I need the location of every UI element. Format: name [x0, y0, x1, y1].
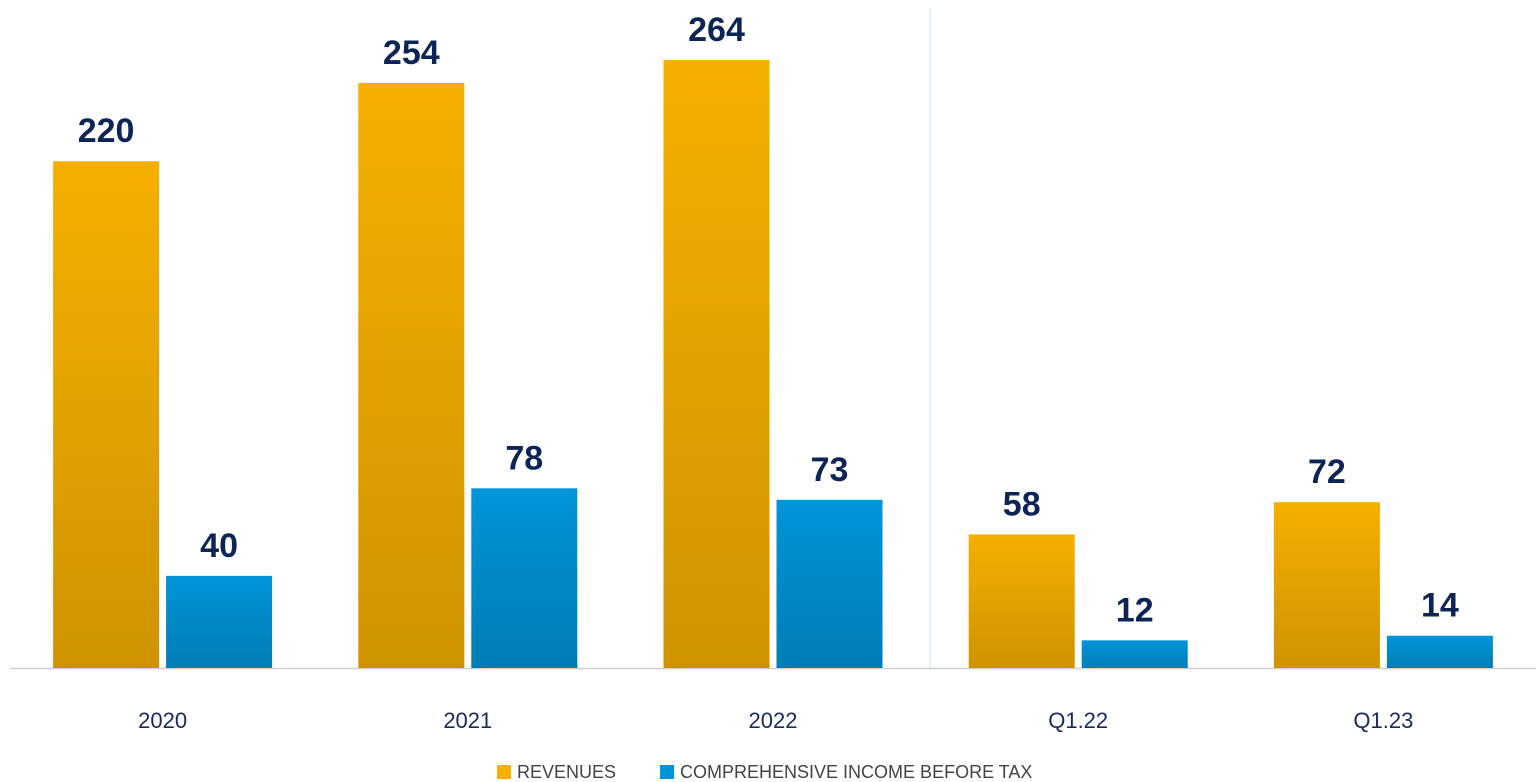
data-label: 73 [811, 451, 849, 489]
bar [776, 499, 883, 668]
legend-label: REVENUES [517, 762, 616, 782]
bar [663, 59, 770, 669]
bar [358, 82, 465, 669]
x-tick-label: Q1.22 [1048, 708, 1108, 733]
data-label: 12 [1116, 591, 1154, 629]
bar [968, 534, 1075, 668]
legend-swatch [497, 765, 511, 779]
data-label: 220 [78, 112, 135, 150]
data-label: 78 [505, 439, 543, 477]
data-label: 14 [1421, 587, 1459, 625]
data-label: 254 [383, 34, 440, 72]
bar [471, 488, 578, 668]
bar [1273, 502, 1380, 668]
bar [166, 575, 273, 668]
bar [53, 161, 160, 668]
x-tick-label: 2021 [443, 708, 492, 733]
data-label: 58 [1003, 485, 1041, 523]
x-tick-label: 2020 [138, 708, 187, 733]
bar [1081, 640, 1188, 668]
data-label: 264 [688, 11, 745, 49]
bar [1386, 635, 1493, 668]
x-tick-label: 2022 [749, 708, 798, 733]
data-label: 72 [1308, 453, 1346, 491]
data-label: 40 [200, 527, 238, 565]
legend-swatch [660, 765, 675, 779]
legend-label: COMPREHENSIVE INCOME BEFORE TAX [680, 762, 1032, 782]
x-tick-label: Q1.23 [1353, 708, 1413, 733]
